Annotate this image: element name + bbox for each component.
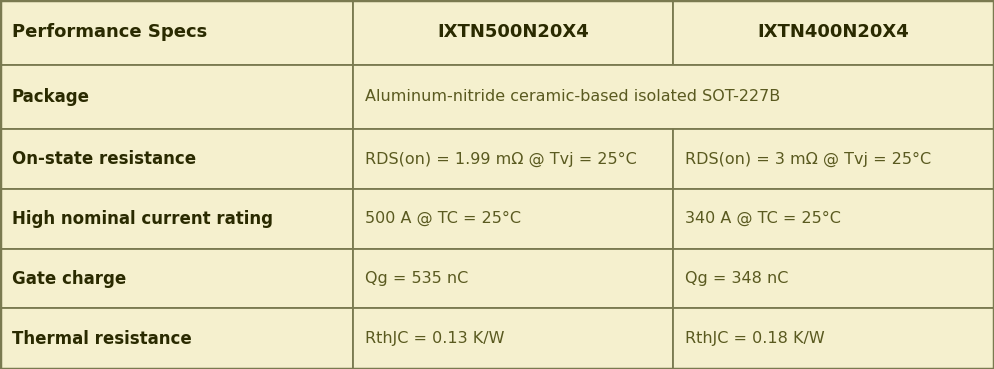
Text: RDS(on) = 3 mΩ @ Tvj = 25°C: RDS(on) = 3 mΩ @ Tvj = 25°C — [685, 151, 931, 167]
Text: 340 A @ TC = 25°C: 340 A @ TC = 25°C — [685, 211, 841, 227]
Bar — [0, 189, 353, 249]
Bar — [353, 65, 994, 129]
Bar — [673, 189, 994, 249]
Text: High nominal current rating: High nominal current rating — [12, 210, 273, 228]
Bar — [353, 129, 673, 189]
Text: Thermal resistance: Thermal resistance — [12, 330, 192, 348]
Bar — [353, 249, 673, 308]
Text: RthJC = 0.18 K/W: RthJC = 0.18 K/W — [685, 331, 825, 346]
Text: IXTN400N20X4: IXTN400N20X4 — [757, 23, 910, 41]
Bar — [673, 249, 994, 308]
Text: Gate charge: Gate charge — [12, 270, 126, 287]
Bar — [0, 308, 353, 369]
Text: Qg = 348 nC: Qg = 348 nC — [685, 271, 788, 286]
Bar — [0, 0, 353, 65]
Bar — [353, 308, 673, 369]
Bar — [0, 129, 353, 189]
Text: RDS(on) = 1.99 mΩ @ Tvj = 25°C: RDS(on) = 1.99 mΩ @ Tvj = 25°C — [365, 151, 636, 167]
Bar — [353, 0, 673, 65]
Text: IXTN500N20X4: IXTN500N20X4 — [437, 23, 588, 41]
Text: Aluminum-nitride ceramic-based isolated SOT-227B: Aluminum-nitride ceramic-based isolated … — [365, 89, 780, 104]
Bar — [673, 0, 994, 65]
Text: RthJC = 0.13 K/W: RthJC = 0.13 K/W — [365, 331, 504, 346]
Text: Qg = 535 nC: Qg = 535 nC — [365, 271, 468, 286]
Text: Package: Package — [12, 88, 89, 106]
Bar — [673, 308, 994, 369]
Text: 500 A @ TC = 25°C: 500 A @ TC = 25°C — [365, 211, 521, 227]
Text: Performance Specs: Performance Specs — [12, 23, 207, 41]
Bar — [353, 189, 673, 249]
Bar — [0, 65, 353, 129]
Text: On-state resistance: On-state resistance — [12, 150, 196, 168]
Bar — [673, 129, 994, 189]
Bar — [0, 249, 353, 308]
